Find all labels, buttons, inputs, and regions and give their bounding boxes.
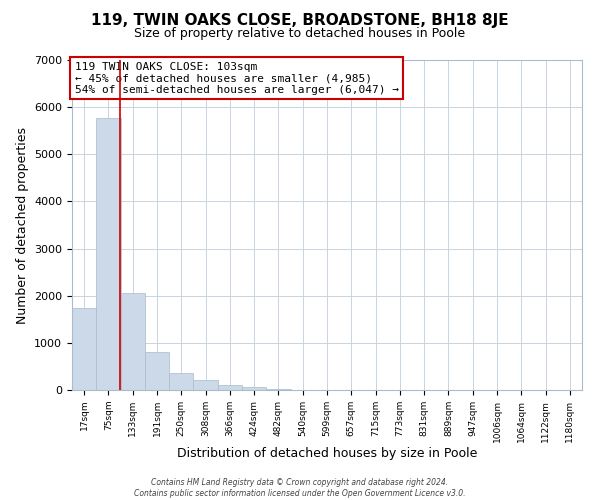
Bar: [242, 387, 266, 390]
Text: Contains HM Land Registry data © Crown copyright and database right 2024.
Contai: Contains HM Land Registry data © Crown c…: [134, 478, 466, 498]
Bar: [266, 388, 290, 390]
Bar: [145, 352, 169, 390]
Bar: [218, 386, 242, 390]
Text: 119 TWIN OAKS CLOSE: 103sqm
← 45% of detached houses are smaller (4,985)
54% of : 119 TWIN OAKS CLOSE: 103sqm ← 45% of det…: [74, 62, 398, 95]
Text: Size of property relative to detached houses in Poole: Size of property relative to detached ho…: [134, 28, 466, 40]
Bar: [193, 380, 218, 390]
Bar: [96, 118, 121, 390]
Bar: [169, 372, 193, 390]
Bar: [121, 293, 145, 390]
Y-axis label: Number of detached properties: Number of detached properties: [16, 126, 29, 324]
X-axis label: Distribution of detached houses by size in Poole: Distribution of detached houses by size …: [177, 448, 477, 460]
Bar: [72, 308, 96, 390]
Text: 119, TWIN OAKS CLOSE, BROADSTONE, BH18 8JE: 119, TWIN OAKS CLOSE, BROADSTONE, BH18 8…: [91, 12, 509, 28]
